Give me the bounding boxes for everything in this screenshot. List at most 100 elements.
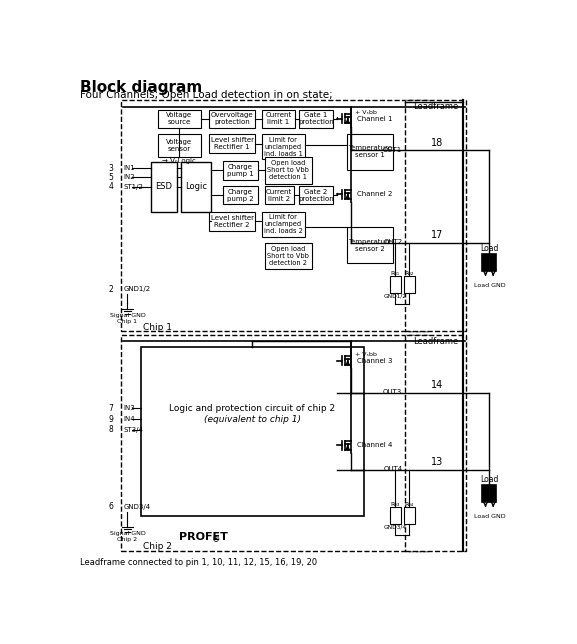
Text: ESD: ESD <box>155 182 172 191</box>
Text: R₀₁: R₀₁ <box>391 271 400 276</box>
Bar <box>223 161 257 180</box>
Text: 5: 5 <box>108 173 114 182</box>
Text: OUT4: OUT4 <box>383 466 402 472</box>
Text: + Vₛbb: + Vₛbb <box>355 352 377 357</box>
Text: Current
limit 2: Current limit 2 <box>266 189 293 202</box>
Bar <box>347 134 393 169</box>
Bar <box>299 109 333 128</box>
Text: 18: 18 <box>431 138 443 147</box>
Bar <box>490 486 496 502</box>
Text: 6: 6 <box>108 502 114 511</box>
Bar <box>490 254 496 271</box>
Bar <box>209 109 255 128</box>
Bar <box>347 227 393 263</box>
Text: Chip 2: Chip 2 <box>143 542 172 551</box>
Bar <box>158 134 201 157</box>
Text: Temperature
sensor 2: Temperature sensor 2 <box>348 239 392 252</box>
Bar <box>151 162 177 212</box>
Bar <box>482 486 489 502</box>
Text: 17: 17 <box>431 230 443 240</box>
Text: Open load
Short to Vbb
detection 1: Open load Short to Vbb detection 1 <box>268 160 309 180</box>
Text: Channel 3: Channel 3 <box>357 357 392 364</box>
Text: Load GND: Load GND <box>474 514 505 518</box>
Text: ST1/2: ST1/2 <box>123 184 144 189</box>
Text: → V₀Logic: → V₀Logic <box>162 158 196 164</box>
Text: Overvoltage
protection: Overvoltage protection <box>211 112 253 126</box>
Bar <box>262 134 305 159</box>
Bar <box>390 276 401 293</box>
Text: Level shifter
Rectifier 1: Level shifter Rectifier 1 <box>211 137 254 150</box>
Text: (equivalent to chip 1): (equivalent to chip 1) <box>204 415 301 424</box>
Text: + Vₛbb: + Vₛbb <box>355 110 377 115</box>
Bar <box>404 336 466 551</box>
Polygon shape <box>346 193 350 199</box>
Bar <box>158 109 201 128</box>
Bar <box>121 336 428 551</box>
Text: 2: 2 <box>109 285 114 294</box>
Polygon shape <box>346 117 350 124</box>
Bar <box>262 212 305 237</box>
Text: Voltage
source: Voltage source <box>166 112 192 126</box>
Text: IN2: IN2 <box>123 175 135 180</box>
Text: Load GND: Load GND <box>474 283 505 288</box>
Text: Leadframe connected to pin 1, 10, 11, 12, 15, 16, 19, 20: Leadframe connected to pin 1, 10, 11, 12… <box>80 558 317 567</box>
Text: Charge
pump 1: Charge pump 1 <box>227 164 253 177</box>
Text: Signal GND
Chip 1: Signal GND Chip 1 <box>110 313 145 324</box>
Bar <box>223 186 257 204</box>
Bar <box>299 186 333 204</box>
Bar <box>404 276 415 293</box>
Text: Load: Load <box>480 475 499 484</box>
Bar <box>181 162 211 212</box>
Bar <box>141 346 364 516</box>
Text: Chip 1: Chip 1 <box>143 323 172 332</box>
Bar <box>264 186 294 204</box>
Bar <box>264 157 312 184</box>
Text: Limit for
unclamped
ind. loads 2: Limit for unclamped ind. loads 2 <box>264 214 302 234</box>
Text: Level shifter
Rectifier 2: Level shifter Rectifier 2 <box>211 214 254 228</box>
Text: 4: 4 <box>108 182 114 191</box>
Text: Channel 1: Channel 1 <box>357 116 392 122</box>
Text: R₀₂: R₀₂ <box>404 271 414 276</box>
Bar <box>404 507 415 524</box>
Bar <box>121 100 428 332</box>
Text: ST3/4: ST3/4 <box>123 427 144 433</box>
Text: Signal GND
Chip 2: Signal GND Chip 2 <box>110 531 145 542</box>
Text: IN4: IN4 <box>123 416 135 422</box>
Text: Open load
Short to Vbb
detection 2: Open load Short to Vbb detection 2 <box>268 246 309 266</box>
Text: OUT3: OUT3 <box>383 389 402 395</box>
Text: 3: 3 <box>108 164 114 173</box>
Text: Load: Load <box>480 245 499 254</box>
Bar <box>404 100 466 332</box>
Bar <box>390 507 401 524</box>
Polygon shape <box>346 359 350 365</box>
Text: GND1/2: GND1/2 <box>123 286 151 292</box>
Text: Logic and protection circuit of chip 2: Logic and protection circuit of chip 2 <box>169 404 335 413</box>
Text: Voltage
sensor: Voltage sensor <box>166 139 192 153</box>
Text: IN3: IN3 <box>123 405 136 412</box>
Bar <box>264 243 312 269</box>
Text: Channel 4: Channel 4 <box>357 442 392 448</box>
Text: Gate 1
protection: Gate 1 protection <box>298 112 334 126</box>
Text: GND3/4: GND3/4 <box>123 504 151 510</box>
Bar <box>209 212 255 231</box>
Text: OUT2: OUT2 <box>383 239 402 245</box>
Text: Gate 2
protection: Gate 2 protection <box>298 189 334 202</box>
Bar <box>262 109 294 128</box>
Text: GND1/2: GND1/2 <box>384 294 407 298</box>
Text: Block diagram: Block diagram <box>80 80 202 95</box>
Text: Logic: Logic <box>185 182 207 191</box>
Bar <box>209 134 255 153</box>
Text: IN1: IN1 <box>123 165 136 171</box>
Text: R₀₃: R₀₃ <box>391 502 400 507</box>
Text: Temperature
sensor 1: Temperature sensor 1 <box>348 146 392 158</box>
Text: 7: 7 <box>108 404 114 413</box>
Text: R₀₄: R₀₄ <box>404 502 414 507</box>
Text: Limit for
unclamped
ind. loads 1: Limit for unclamped ind. loads 1 <box>264 137 302 156</box>
Polygon shape <box>346 444 350 450</box>
Text: Current
limit 1: Current limit 1 <box>265 112 291 126</box>
Text: Four Channels; Open Load detection in on state;: Four Channels; Open Load detection in on… <box>80 90 332 100</box>
Text: Leadframe: Leadframe <box>413 337 458 346</box>
Text: 9: 9 <box>108 415 114 424</box>
Text: Charge
pump 2: Charge pump 2 <box>227 189 253 202</box>
Text: 13: 13 <box>431 457 443 468</box>
